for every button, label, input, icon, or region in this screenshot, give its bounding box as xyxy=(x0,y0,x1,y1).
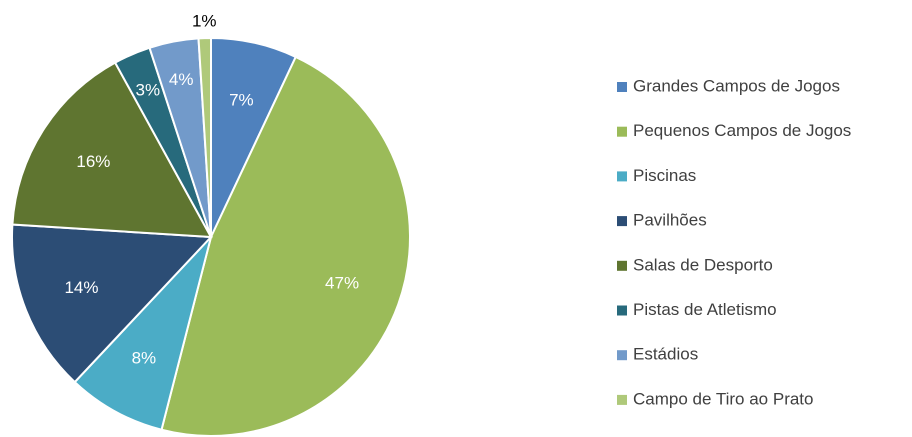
legend-swatch xyxy=(617,126,627,137)
legend-swatch xyxy=(617,305,627,316)
data-label: 4% xyxy=(169,70,194,89)
data-label: 7% xyxy=(229,91,254,110)
legend-swatch xyxy=(617,216,627,227)
pie-slice xyxy=(11,223,214,384)
data-label: 47% xyxy=(325,274,359,293)
legend-label: Pequenos Campos de Jogos xyxy=(633,121,851,140)
legend-label: Pavilhões xyxy=(633,211,707,230)
legend-label: Campo de Tiro ao Prato xyxy=(633,389,813,408)
pie-slice xyxy=(73,236,212,431)
pie-slice xyxy=(160,55,411,437)
legend-swatch xyxy=(617,350,627,361)
legend-swatch xyxy=(617,82,627,92)
pie: 7% 47% 8% 14% 16% 3% 4% 1% xyxy=(11,12,411,437)
data-label: 16% xyxy=(76,152,110,171)
data-label: 14% xyxy=(64,278,98,297)
legend-label: Grandes Campos de Jogos xyxy=(633,76,840,95)
legend-swatch xyxy=(617,260,627,271)
legend-swatch xyxy=(617,394,627,405)
data-label: 8% xyxy=(132,349,157,368)
legend: Grandes Campos de Jogos Pequenos Campos d… xyxy=(617,76,851,408)
data-label: 3% xyxy=(135,80,160,99)
data-label: 1% xyxy=(192,12,217,31)
pie-slice xyxy=(11,61,213,239)
legend-label: Pistas de Atletismo xyxy=(633,300,777,319)
legend-label: Estádios xyxy=(633,345,698,364)
legend-swatch xyxy=(617,171,627,182)
legend-label: Piscinas xyxy=(633,166,696,185)
pie-slice xyxy=(197,36,212,238)
legend-label: Salas de Desporto xyxy=(633,255,773,274)
